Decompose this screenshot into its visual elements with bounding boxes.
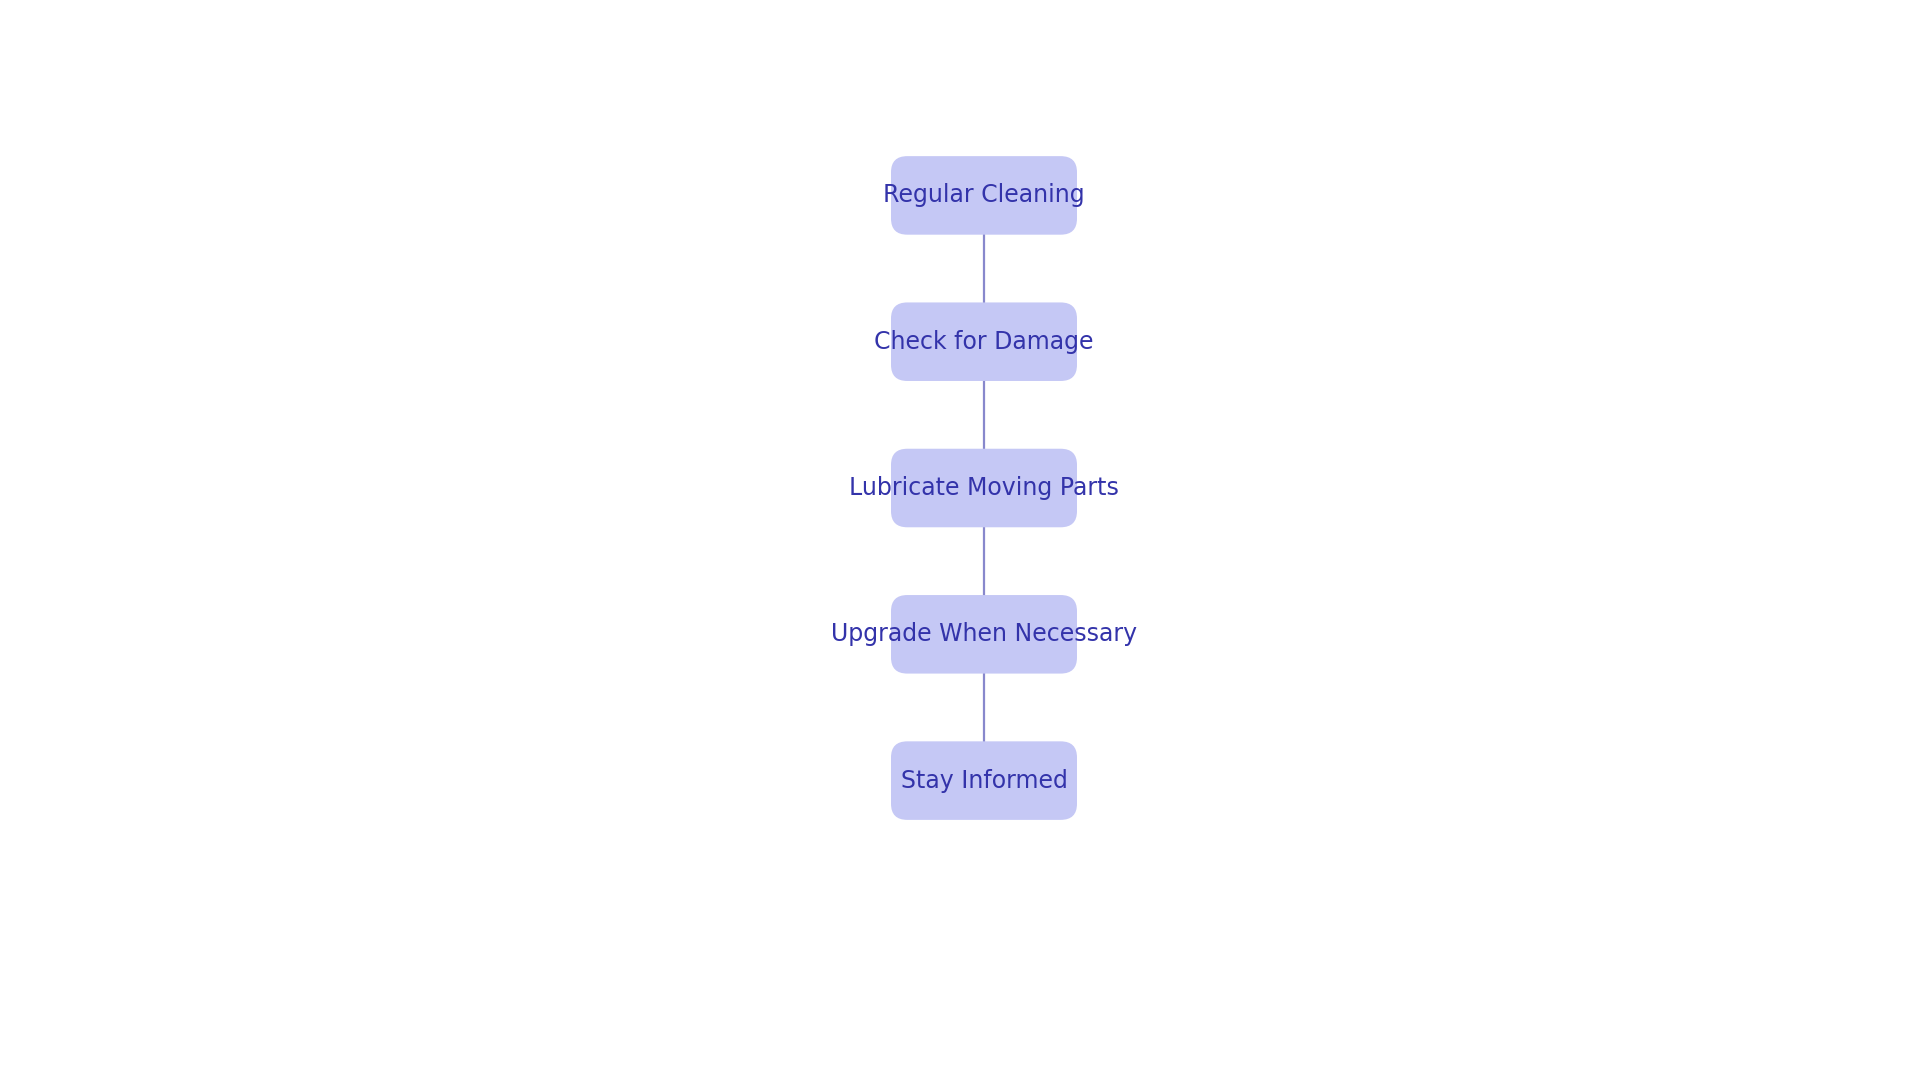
FancyBboxPatch shape <box>891 156 1077 235</box>
Text: Stay Informed: Stay Informed <box>900 769 1068 793</box>
FancyBboxPatch shape <box>891 742 1077 820</box>
FancyBboxPatch shape <box>891 448 1077 527</box>
Text: Lubricate Moving Parts: Lubricate Moving Parts <box>849 477 1119 500</box>
Text: Regular Cleaning: Regular Cleaning <box>883 183 1085 208</box>
Text: Upgrade When Necessary: Upgrade When Necessary <box>831 623 1137 647</box>
FancyBboxPatch shape <box>891 302 1077 381</box>
Text: Check for Damage: Check for Damage <box>874 329 1094 354</box>
FancyBboxPatch shape <box>891 595 1077 674</box>
